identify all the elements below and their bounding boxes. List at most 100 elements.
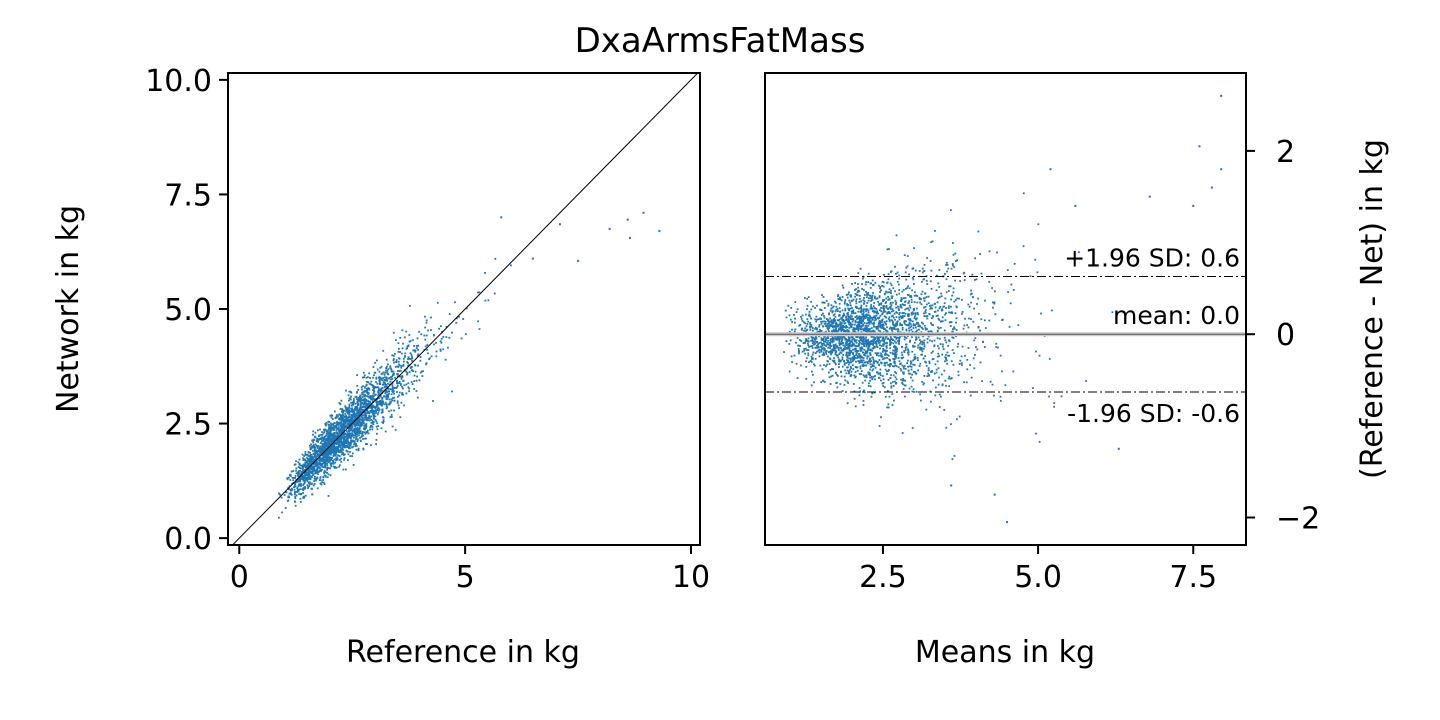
data-point: [356, 409, 358, 412]
data-point: [870, 342, 872, 345]
data-point: [931, 370, 934, 373]
data-point: [351, 425, 354, 428]
data-point: [932, 350, 934, 353]
data-point: [393, 409, 395, 412]
data-point: [372, 421, 375, 423]
data-point: [904, 312, 907, 315]
data-point: [931, 304, 934, 307]
data-point: [402, 363, 405, 366]
data-point: [917, 323, 920, 326]
data-point: [323, 462, 326, 464]
data-point: [815, 320, 818, 323]
data-point: [822, 379, 825, 382]
data-point: [889, 377, 892, 380]
data-point: [339, 432, 342, 434]
data-point: [296, 487, 299, 490]
data-point: [363, 376, 365, 379]
data-point: [851, 282, 853, 285]
data-point: [850, 312, 853, 315]
data-point: [416, 337, 419, 340]
data-point: [330, 464, 332, 466]
data-point: [931, 307, 934, 310]
data-point: [288, 488, 290, 491]
data-point: [880, 303, 883, 306]
data-point: [350, 417, 352, 419]
data-point: [811, 338, 814, 340]
data-point: [850, 351, 853, 354]
data-point: [806, 297, 809, 300]
data-point: [973, 307, 975, 310]
data-point: [389, 401, 392, 404]
data-point: [823, 347, 826, 350]
data-point: [809, 329, 812, 331]
data-point: [359, 415, 361, 418]
data-point: [858, 315, 861, 318]
data-point: [879, 330, 881, 333]
data-point: [898, 274, 901, 277]
data-point: [913, 301, 916, 303]
data-point: [853, 343, 855, 346]
data-point: [455, 321, 458, 324]
data-point: [424, 315, 426, 318]
data-point: [297, 480, 300, 483]
data-point: [364, 386, 366, 389]
data-point: [302, 489, 305, 492]
data-point: [865, 281, 868, 283]
data-point: [292, 479, 295, 482]
data-point: [302, 475, 305, 478]
data-point: [821, 368, 824, 371]
data-point: [918, 328, 920, 331]
data-point: [893, 361, 896, 363]
data-point: [963, 381, 965, 384]
data-point: [378, 392, 380, 395]
data-point: [811, 329, 814, 332]
data-point: [983, 346, 986, 348]
data-point: [398, 394, 401, 397]
data-point: [832, 314, 835, 317]
data-point: [344, 420, 346, 423]
data-point: [930, 323, 933, 326]
data-point: [348, 427, 351, 430]
data-point: [386, 363, 389, 366]
data-point: [356, 391, 358, 393]
data-point: [913, 247, 916, 250]
data-point: [995, 342, 998, 345]
data-point: [955, 260, 957, 263]
data-point: [339, 416, 342, 419]
data-point: [331, 443, 334, 446]
data-point: [826, 363, 828, 366]
data-point: [917, 344, 920, 347]
data-point: [906, 293, 909, 296]
data-point: [348, 447, 350, 450]
data-point: [831, 310, 834, 313]
data-point: [840, 330, 843, 333]
data-point: [893, 340, 896, 343]
data-point: [884, 352, 887, 355]
data-point: [386, 406, 389, 409]
data-point: [866, 329, 869, 332]
data-point: [828, 325, 831, 328]
data-point: [392, 355, 395, 357]
data-point: [940, 320, 943, 323]
data-point: [826, 355, 829, 358]
data-point: [856, 307, 858, 309]
data-point: [882, 348, 885, 350]
data-point: [950, 267, 953, 270]
data-point: [349, 398, 352, 401]
data-point: [330, 453, 332, 456]
data-point: [324, 424, 327, 427]
data-point: [895, 356, 897, 359]
data-point: [953, 455, 956, 457]
data-point: [858, 325, 861, 327]
data-point: [361, 418, 364, 421]
data-point: [915, 336, 918, 339]
data-point: [389, 378, 392, 381]
data-point: [963, 271, 966, 274]
data-point: [879, 324, 882, 327]
data-point: [363, 409, 366, 412]
data-point: [332, 447, 335, 450]
data-point: [952, 337, 955, 339]
data-point: [420, 370, 423, 373]
data-point: [317, 435, 320, 438]
data-point: [814, 326, 817, 329]
